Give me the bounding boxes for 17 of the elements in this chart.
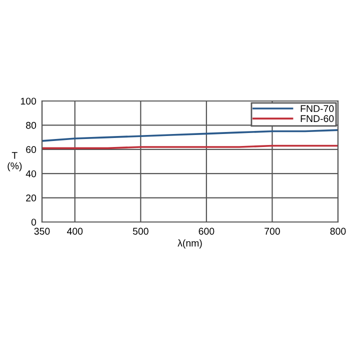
x-tick-label: 500 xyxy=(132,228,148,235)
y-tick-label: 100 xyxy=(20,98,36,105)
y-tick-label: 0 xyxy=(31,218,36,226)
x-tick-label: 800 xyxy=(330,228,346,235)
y-tick-label: 40 xyxy=(26,170,36,178)
y-tick-label: 80 xyxy=(26,122,36,129)
x-tick-label: 400 xyxy=(67,228,83,235)
y-axis-title: T (%) xyxy=(8,152,22,172)
line-series xyxy=(42,129,338,142)
x-tick-label: 350 xyxy=(34,228,50,235)
legend-label: FND-60 xyxy=(300,115,334,122)
x-tick-label: 600 xyxy=(198,228,214,235)
legend-label: FND-70 xyxy=(300,105,334,112)
x-tick-label: 700 xyxy=(264,228,280,235)
x-axis-title: λ(nm) xyxy=(178,239,202,248)
y-tick-label: 20 xyxy=(26,194,36,202)
y-tick-label: 60 xyxy=(26,146,36,154)
